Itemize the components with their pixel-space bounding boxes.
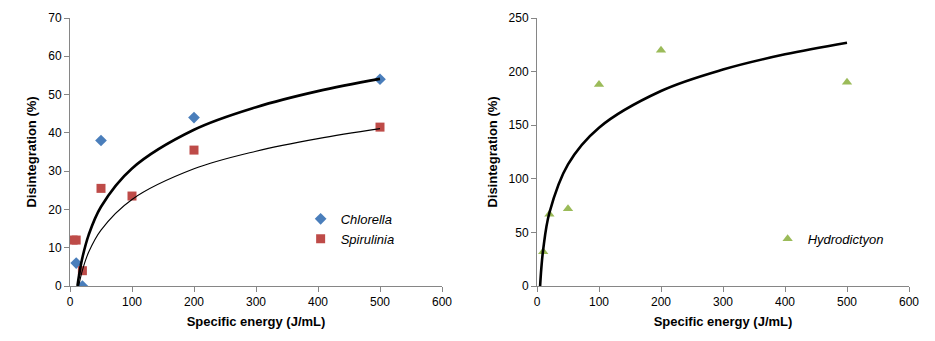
svg-text:Spirulinia: Spirulinia bbox=[341, 232, 394, 247]
svg-text:500: 500 bbox=[837, 295, 857, 309]
svg-text:10: 10 bbox=[48, 241, 62, 255]
svg-text:100: 100 bbox=[589, 295, 609, 309]
svg-text:0: 0 bbox=[55, 279, 62, 293]
svg-text:150: 150 bbox=[509, 118, 529, 132]
svg-text:200: 200 bbox=[509, 65, 529, 79]
svg-text:0: 0 bbox=[522, 279, 529, 293]
svg-text:600: 600 bbox=[899, 295, 919, 309]
svg-text:500: 500 bbox=[370, 295, 390, 309]
svg-text:600: 600 bbox=[432, 295, 452, 309]
svg-text:0: 0 bbox=[534, 295, 541, 309]
svg-text:100: 100 bbox=[509, 172, 529, 186]
svg-text:300: 300 bbox=[713, 295, 733, 309]
svg-text:200: 200 bbox=[651, 295, 671, 309]
svg-text:50: 50 bbox=[515, 226, 529, 240]
svg-text:400: 400 bbox=[775, 295, 795, 309]
svg-text:20: 20 bbox=[48, 203, 62, 217]
svg-text:50: 50 bbox=[48, 88, 62, 102]
svg-text:70: 70 bbox=[48, 11, 62, 25]
svg-text:Chlorella: Chlorella bbox=[341, 212, 392, 227]
svg-text:0: 0 bbox=[67, 295, 74, 309]
svg-text:400: 400 bbox=[308, 295, 328, 309]
svg-text:Disintegration (%): Disintegration (%) bbox=[24, 96, 39, 207]
svg-text:250: 250 bbox=[509, 11, 529, 25]
svg-text:300: 300 bbox=[246, 295, 266, 309]
svg-text:30: 30 bbox=[48, 164, 62, 178]
svg-text:60: 60 bbox=[48, 49, 62, 63]
svg-text:Hydrodictyon: Hydrodictyon bbox=[808, 232, 884, 247]
svg-text:Disintegration (%): Disintegration (%) bbox=[485, 96, 500, 207]
svg-text:100: 100 bbox=[122, 295, 142, 309]
svg-text:Specific energy (J/mL): Specific energy (J/mL) bbox=[187, 314, 326, 329]
svg-text:200: 200 bbox=[184, 295, 204, 309]
svg-text:Specific energy (J/mL): Specific energy (J/mL) bbox=[654, 314, 793, 329]
svg-text:40: 40 bbox=[48, 126, 62, 140]
